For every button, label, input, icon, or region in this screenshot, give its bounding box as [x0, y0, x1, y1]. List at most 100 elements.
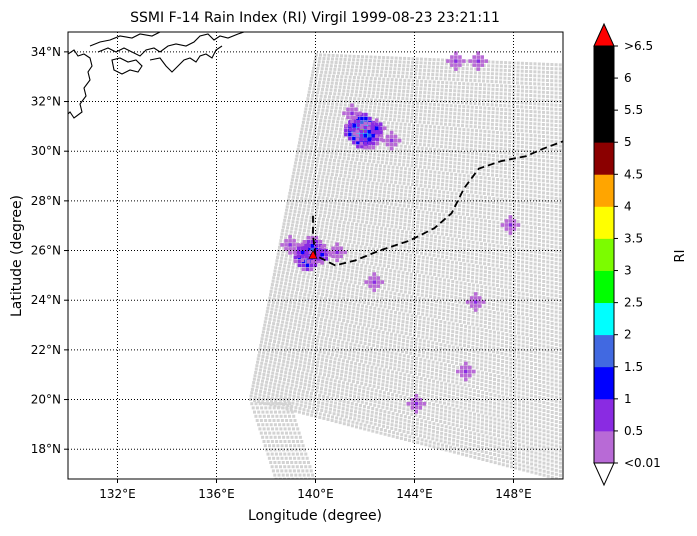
swath-pixel [365, 217, 369, 221]
swath-pixel [366, 368, 369, 372]
swath-pixel [546, 446, 550, 450]
swath-pixel [369, 373, 373, 377]
swath-pixel [450, 222, 454, 226]
swath-pixel [400, 230, 404, 233]
swath-pixel [359, 422, 363, 426]
swath-pixel [366, 235, 370, 239]
swath-pixel [500, 371, 504, 375]
swath-pixel [417, 285, 421, 289]
swath-pixel [354, 183, 358, 187]
swath-pixel [352, 354, 356, 358]
swath-pixel [385, 309, 389, 313]
swath-pixel [335, 372, 339, 376]
swath-pixel [318, 213, 322, 217]
swath-pixel [546, 195, 550, 199]
swath-pixel [377, 307, 381, 311]
swath-pixel [287, 379, 291, 382]
swath-pixel [505, 360, 509, 364]
swath-pixel [373, 196, 377, 200]
swath-pixel [530, 434, 534, 438]
swath-pixel [541, 247, 545, 251]
swath-pixel [383, 238, 386, 242]
swath-pixel [480, 308, 484, 312]
swath-pixel [352, 302, 356, 306]
swath-pixel [296, 172, 300, 176]
swath-pixel [291, 175, 295, 178]
swath-pixel [333, 379, 337, 383]
swath-pixel [324, 340, 328, 344]
swath-pixel [505, 384, 509, 388]
swath-pixel [485, 372, 488, 376]
swath-pixel [333, 295, 337, 299]
swath-pixel [411, 227, 415, 231]
swath-pixel [538, 347, 542, 351]
swath-pixel [372, 336, 376, 340]
swath-pixel [417, 304, 421, 308]
swath-pixel [459, 382, 463, 386]
swath-pixel [397, 364, 401, 368]
swath-pixel [456, 393, 460, 397]
swath-pixel [521, 416, 525, 420]
swath-pixel [550, 313, 554, 317]
swath-pixel [508, 211, 512, 214]
swath-pixel [407, 423, 411, 427]
swath-pixel [370, 410, 374, 414]
swath-pixel [282, 246, 286, 250]
swath-pixel [443, 401, 446, 405]
swath-pixel [387, 216, 390, 220]
swath-pixel [417, 262, 420, 266]
swath-pixel [375, 204, 379, 208]
swath-pixel [293, 301, 297, 305]
swath-pixel [370, 232, 374, 236]
swath-pixel [529, 229, 533, 233]
swath-pixel [479, 324, 483, 328]
swath-pixel [538, 355, 541, 359]
swath-pixel [493, 378, 496, 381]
swath-pixel [427, 378, 431, 382]
swath-pixel [315, 299, 319, 302]
swath-pixel [325, 175, 329, 179]
swath-pixel [451, 326, 455, 330]
swath-pixel [375, 325, 379, 329]
swath-pixel [367, 181, 371, 185]
swath-pixel [418, 395, 422, 399]
swath-pixel [488, 408, 492, 412]
swath-pixel [296, 309, 300, 313]
swath-pixel [497, 446, 501, 450]
swath-pixel [458, 266, 462, 269]
swath-pixel [297, 392, 301, 396]
swath-pixel [463, 216, 467, 220]
swath-pixel [505, 364, 509, 368]
swath-pixel [377, 404, 381, 408]
swath-pixel [419, 184, 423, 188]
swath-pixel [435, 388, 439, 392]
swath-pixel [398, 177, 402, 181]
swath-pixel [505, 368, 508, 372]
swath-pixel [336, 184, 340, 188]
swath-pixel [452, 427, 456, 431]
swath-pixel [542, 453, 546, 457]
swath-pixel [335, 284, 338, 288]
swath-pixel [363, 246, 367, 250]
swath-pixel [460, 413, 464, 417]
swath-pixel [434, 326, 438, 330]
swath-pixel [426, 321, 430, 325]
swath-pixel [431, 391, 435, 395]
swath-pixel [525, 277, 529, 281]
swath-pixel [357, 396, 361, 400]
swath-pixel [333, 383, 337, 386]
swath-pixel [337, 387, 340, 391]
swath-pixel [365, 346, 369, 350]
swath-pixel [370, 188, 374, 192]
swath-pixel [558, 262, 562, 266]
swath-pixel [542, 284, 546, 287]
swath-pixel [362, 389, 366, 393]
swath-pixel [288, 304, 292, 308]
swath-pixel [274, 354, 278, 358]
swath-pixel [453, 253, 457, 257]
swath-pixel [429, 264, 433, 268]
swath-pixel [288, 393, 292, 397]
swath-pixel [534, 419, 538, 423]
swath-pixel [331, 194, 335, 198]
